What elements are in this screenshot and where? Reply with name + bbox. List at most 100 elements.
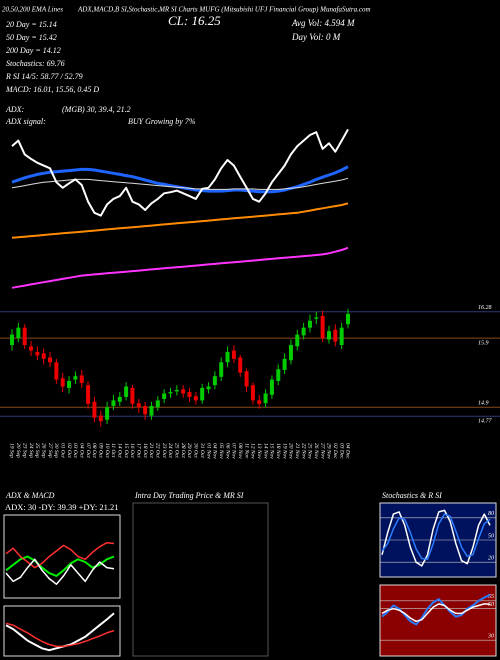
adx-line: BUY Growing by 7%	[128, 117, 196, 126]
candle-body	[41, 353, 46, 359]
x-tick-label: 08 Nov	[237, 443, 243, 459]
candle-body	[257, 400, 262, 404]
x-tick-label: 11 Oct	[110, 443, 116, 458]
candle-body	[10, 334, 14, 345]
candle-body	[92, 401, 97, 418]
candle-body	[320, 315, 325, 339]
y-tick-label: 14.77	[478, 418, 493, 425]
candle-body	[105, 407, 110, 420]
candle-body	[16, 327, 21, 339]
candle-body	[295, 334, 300, 347]
candle-body	[162, 393, 167, 399]
x-tick-label: 26 Nov	[313, 443, 319, 459]
x-tick-label: 24 Sep	[28, 443, 35, 458]
x-tick-label: 15 Oct	[123, 443, 129, 458]
candle-body	[54, 362, 59, 380]
x-tick-label: 19 Nov	[281, 443, 287, 459]
candle-body	[29, 346, 34, 351]
x-tick-label: 14 Nov	[262, 443, 269, 459]
candle-body	[143, 405, 148, 415]
day-vol: Day Vol: 0 M	[291, 32, 341, 42]
x-tick-label: 10 Oct	[104, 443, 110, 458]
ema-line	[11, 246, 349, 289]
candle-body	[130, 387, 135, 404]
adx-line: (MGB) 30, 39.4, 21.2	[62, 105, 131, 114]
x-tick-label: 04 Dec	[345, 443, 352, 459]
y-tick-label: 55	[488, 594, 494, 600]
candle-body	[200, 387, 205, 401]
candle-body	[276, 369, 281, 381]
y-tick-label: 80	[488, 511, 494, 517]
x-tick-label: 11 Nov	[243, 443, 249, 459]
candle-body	[117, 396, 122, 402]
x-tick-label: 22 Nov	[300, 443, 306, 459]
adx-line: ADX signal:	[5, 117, 46, 126]
panel	[132, 502, 269, 657]
panel	[379, 584, 497, 657]
x-tick-label: 26 Sep	[40, 443, 46, 458]
candle-body	[187, 392, 192, 397]
y-tick-label: 15.9	[478, 340, 489, 346]
candle-body	[333, 329, 338, 342]
adx-line: ADX:	[5, 105, 25, 114]
candle-body	[288, 345, 293, 361]
candle-body	[269, 379, 274, 395]
panel-title: Stochastics & R SI	[382, 491, 442, 500]
candle-body	[181, 389, 186, 394]
panel-subtitle: ADX: 30 -DY: 39.39 +DY: 21.21	[5, 502, 119, 512]
x-tick-label: 25 Nov	[307, 443, 313, 459]
x-tick-label: 29 Oct	[186, 443, 192, 458]
candle-body	[244, 371, 249, 387]
candle-body	[206, 386, 211, 390]
x-tick-label: 05 Nov	[218, 443, 224, 459]
x-tick-label: 23 Sep	[21, 443, 27, 458]
x-tick-label: 07 Oct	[85, 443, 91, 458]
x-tick-label: 21 Oct	[148, 443, 154, 458]
candle-body	[250, 385, 255, 401]
x-tick-label: 08 Oct	[91, 443, 97, 458]
candle-body	[238, 357, 243, 373]
x-tick-label: 18 Nov	[275, 443, 281, 459]
x-tick-label: 27 Nov	[319, 443, 325, 459]
x-tick-label: 09 Oct	[97, 443, 103, 458]
candle-body	[35, 351, 40, 356]
x-tick-label: 03 Oct	[72, 443, 78, 458]
stat-line: 20 Day = 15.14	[6, 20, 57, 29]
y-tick-label: 50	[488, 602, 494, 608]
x-tick-label: 06 Nov	[224, 443, 230, 459]
x-tick-label: 01 Nov	[205, 443, 211, 459]
candle-body	[225, 351, 230, 363]
candle-body	[124, 386, 129, 397]
indicator-line	[381, 593, 491, 626]
x-tick-label: 23 Oct	[161, 443, 167, 458]
candle-body	[22, 327, 27, 345]
candle-body	[48, 357, 53, 363]
x-tick-label: 04 Oct	[78, 443, 85, 458]
y-tick-label: 14.9	[478, 400, 489, 407]
avg-vol: Avg Vol: 4.594 M	[291, 18, 355, 28]
header-title: ADX,MACD,B SI,Stochastic,MR SI Charts MU…	[77, 6, 371, 14]
x-tick-label: 25 Sep	[34, 443, 40, 458]
x-tick-label: 03 Dec	[338, 443, 344, 459]
indicator-line	[381, 513, 491, 560]
stat-line: MACD: 16.01, 15.56, 0.45 D	[5, 85, 99, 94]
x-tick-label: 07 Nov	[231, 443, 237, 459]
panel-title: ADX & MACD	[5, 491, 55, 500]
x-tick-label: 02 Oct	[66, 443, 72, 458]
x-tick-label: 30 Oct	[193, 442, 199, 458]
candle-body	[346, 313, 350, 325]
candle-body	[339, 327, 344, 345]
close-label: CL: 16.25	[168, 13, 221, 28]
x-tick-label: 16 Oct	[129, 443, 135, 458]
x-tick-label: 27 Sep	[47, 443, 53, 458]
x-tick-label: 01 Oct	[59, 443, 65, 458]
x-tick-label: 18 Oct	[142, 443, 148, 458]
x-tick-label: 25 Oct	[174, 443, 180, 458]
candle-body	[60, 378, 65, 387]
x-tick-label: 28 Oct	[180, 443, 186, 458]
y-tick-label: 30	[487, 634, 494, 640]
indicator-line	[5, 558, 115, 585]
candle-body	[219, 362, 224, 377]
candle-body	[307, 320, 312, 328]
y-tick-label: 16.28	[478, 305, 492, 311]
